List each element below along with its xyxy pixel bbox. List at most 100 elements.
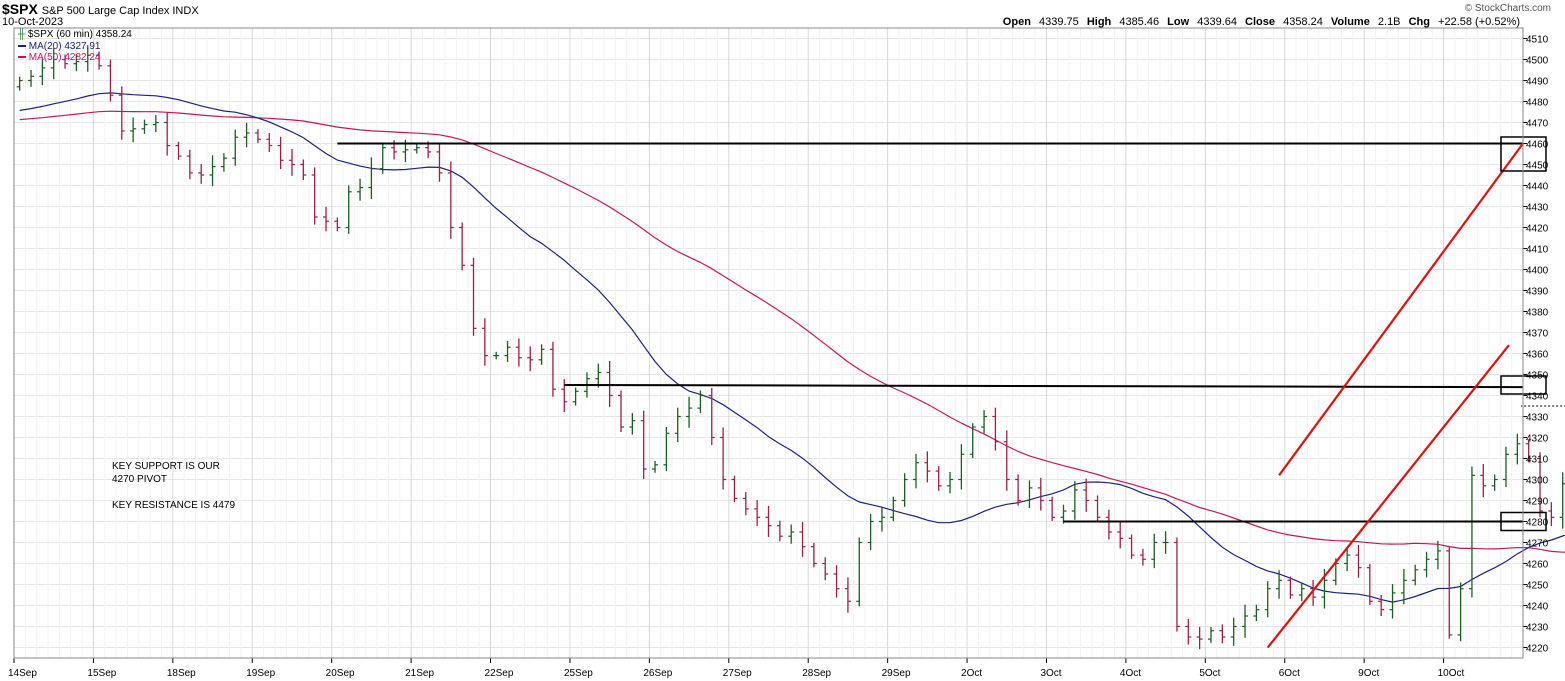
- y-tick-label: 4360: [1526, 350, 1549, 361]
- price-bar: [1071, 481, 1078, 520]
- price-bar: [1003, 430, 1010, 491]
- channel-lower: [1266, 344, 1510, 649]
- y-tick-label: 4370: [1526, 329, 1549, 340]
- legend-price: ╫ $SPX (60 min) 4358.24: [18, 29, 132, 40]
- y-tick-label: 4350: [1526, 371, 1549, 382]
- y-tick-label: 4390: [1526, 287, 1549, 298]
- price-bar: [867, 513, 874, 551]
- price-bar: [368, 157, 375, 199]
- price-bar: [84, 45, 91, 72]
- x-tick-label: 25Sep: [564, 668, 593, 679]
- price-bar: [527, 346, 534, 372]
- price-bar: [300, 159, 307, 181]
- price-bar: [232, 129, 239, 166]
- price-bar: [1105, 509, 1112, 540]
- channel-upper: [1278, 142, 1524, 476]
- x-tick-label: 15Sep: [87, 668, 116, 679]
- price-bar: [890, 496, 897, 522]
- legend-ma50: MA(50) 4282.24: [18, 52, 101, 63]
- price-bar: [708, 387, 715, 446]
- y-tick-label: 4490: [1526, 77, 1549, 88]
- x-tick-label: 9Oct: [1358, 668, 1379, 679]
- price-bar: [947, 471, 954, 494]
- x-tick-label: 28Sep: [802, 668, 831, 679]
- y-tick-label: 4270: [1526, 539, 1549, 550]
- price-bar: [731, 475, 738, 503]
- price-bar: [629, 413, 636, 435]
- price-bar: [16, 76, 23, 91]
- y-axis: 4220 4230 4240 4250 4260 4270 4280 4290 4300 4310…: [1523, 35, 1549, 655]
- price-bar: [1117, 521, 1124, 549]
- ma50-line: [19, 110, 1565, 553]
- price-bar: [1083, 478, 1090, 512]
- y-tick-label: 4240: [1526, 602, 1549, 613]
- x-tick-label: 21Sep: [405, 668, 434, 679]
- note-resistance: KEY RESISTANCE IS 4479: [112, 500, 236, 511]
- y-tick-label: 4470: [1526, 119, 1549, 130]
- price-bar: [844, 577, 851, 613]
- price-bar: [958, 444, 965, 490]
- price-bar: [1298, 582, 1305, 602]
- quote-volume: Volume 2.1B: [1330, 16, 1401, 28]
- price-bar: [606, 361, 613, 407]
- note-support-line1: KEY SUPPORT IS OUR: [112, 461, 220, 472]
- price-bar: [413, 143, 420, 154]
- y-tick-label: 4450: [1526, 161, 1549, 172]
- price-bar: [152, 114, 159, 133]
- price-bar: [1446, 547, 1453, 639]
- price-bar: [776, 520, 783, 542]
- line-icon: [18, 56, 26, 59]
- y-tick-label: 4230: [1526, 623, 1549, 634]
- price-bar: [1366, 563, 1373, 606]
- price-bar: [549, 341, 556, 397]
- y-tick-label: 4480: [1526, 98, 1549, 109]
- price-bar: [1389, 584, 1396, 619]
- y-tick-label: 4260: [1526, 560, 1549, 571]
- price-bar: [481, 318, 488, 366]
- price-bar: [1412, 564, 1419, 586]
- price-bar: [1060, 504, 1067, 524]
- plot-frame: [13, 27, 1524, 659]
- price-bar: [1559, 472, 1565, 529]
- price-bar: [799, 521, 806, 557]
- price-bar: [141, 119, 148, 134]
- x-axis: 14Sep 15Sep 18Sep 19Sep 20Sep 21Sep 22Sep 25Sep…: [8, 658, 1464, 679]
- price-bar: [697, 390, 704, 414]
- price-bar: [515, 338, 522, 367]
- price-bar: [1400, 568, 1407, 605]
- price-bar: [1468, 466, 1475, 598]
- price-bar: [107, 59, 114, 102]
- price-bar: [981, 410, 988, 434]
- price-bar: [1548, 502, 1555, 527]
- price-bar: [924, 451, 931, 483]
- y-tick-label: 4430: [1526, 203, 1549, 214]
- symbol-ticker: $SPX: [2, 1, 38, 17]
- y-tick-label: 4500: [1526, 56, 1549, 67]
- legend-ma20: MA(20) 4327.91: [18, 41, 101, 52]
- x-tick-label: 6Oct: [1279, 668, 1300, 679]
- price-bar: [186, 149, 193, 180]
- y-tick-label: 4420: [1526, 224, 1549, 235]
- price-bar: [1502, 446, 1509, 488]
- x-tick-label: 4Oct: [1120, 668, 1141, 679]
- price-bar: [969, 423, 976, 459]
- price-bar: [856, 537, 863, 607]
- price-bar: [447, 161, 454, 239]
- note-support-line2: 4270 PIVOT: [112, 474, 168, 485]
- price-bar: [1480, 463, 1487, 498]
- y-tick-label: 4510: [1526, 35, 1549, 46]
- y-tick-label: 4290: [1526, 497, 1549, 508]
- price-bar: [277, 136, 284, 170]
- brand-watermark: © StockCharts.com: [1464, 3, 1551, 14]
- price-bar: [1242, 604, 1249, 638]
- quote-change: Chg +22.58 (+0.52%): [1408, 16, 1520, 28]
- price-bar: [720, 427, 727, 490]
- line-icon: [18, 45, 26, 48]
- price-bar: [1537, 452, 1544, 518]
- price-bar: [334, 217, 341, 232]
- y-tick-label: 4220: [1526, 644, 1549, 655]
- price-bar: [822, 557, 829, 581]
- price-bar: [175, 141, 182, 160]
- price-bar: [1253, 604, 1260, 622]
